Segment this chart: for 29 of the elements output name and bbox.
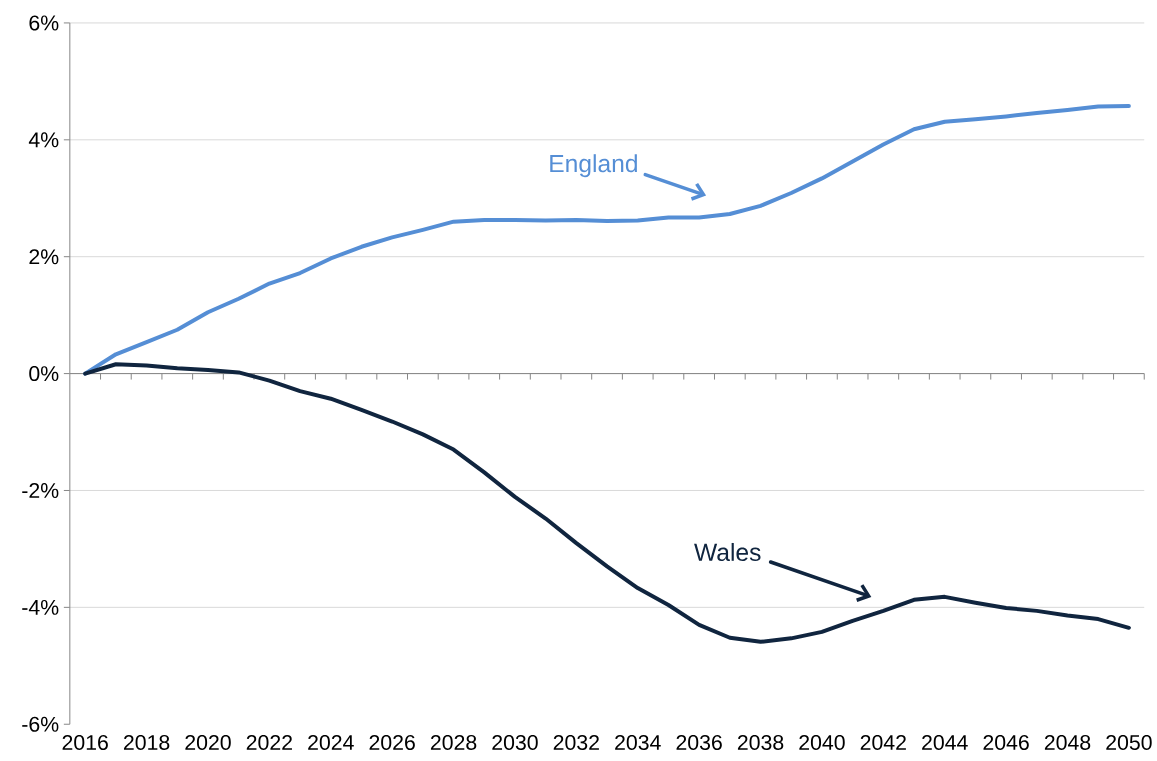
text: Wales [694,542,761,561]
x-tick-label: 2028 [430,734,477,750]
x-tick-label: 2042 [860,734,906,750]
y-tick-label: -2% [22,482,59,498]
y-tick-label: -4% [22,599,59,615]
y-tick-label: 4% [28,132,59,148]
x-tick-label: 2022 [246,734,292,750]
x-tick-label: 2034 [615,734,661,750]
series-label: England [550,154,637,178]
x-tick-label: 2044 [922,734,968,750]
line-series [83,103,1131,376]
x-tick-label: 2038 [737,734,784,750]
x-tick-label: 2030 [492,734,538,750]
x-tick-label: 2050 [1106,734,1152,750]
y-tick-label: -6% [22,716,59,732]
y-tick-label: 2% [29,249,59,265]
x-tick-label: 2040 [799,734,845,750]
x-tick-label: 2024 [308,734,354,750]
x-tick-label: 2026 [369,734,415,750]
line-series [83,362,1131,644]
x-tick-label: 2032 [553,734,599,750]
x-tick-label: 2046 [983,734,1029,750]
x-tick-label: 2016 [62,734,108,750]
y-tick-label: 6% [29,15,59,31]
x-tick-label: 2048 [1044,734,1091,750]
x-tick-label: 2018 [123,734,170,750]
y-tick-label: 0% [29,365,59,382]
x-tick-label: 2036 [676,734,722,750]
x-tick-label: 2020 [185,734,231,750]
